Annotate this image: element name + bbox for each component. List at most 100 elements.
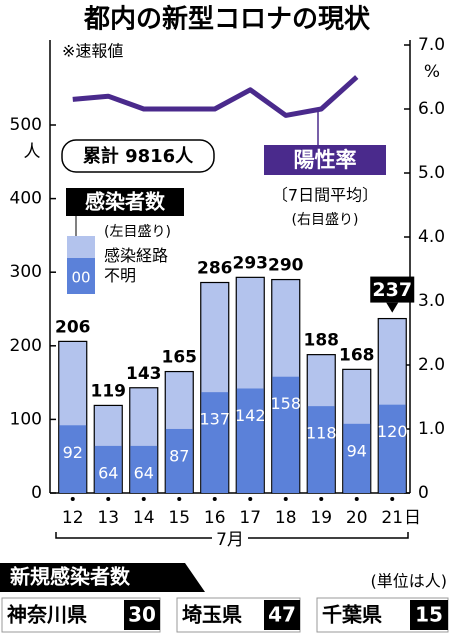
y-unit: 人: [24, 142, 41, 162]
value-label: 237: [372, 279, 412, 301]
total-box: [61, 139, 215, 173]
y-tick-label: 500: [10, 115, 42, 135]
x-tick-label: 19: [310, 508, 332, 528]
x-tick: [390, 497, 395, 501]
x-tick-label: 18: [275, 508, 297, 528]
legend-line-scale-note: (右目盛り): [292, 212, 359, 228]
y2-tick-label: 5.0: [418, 163, 445, 183]
legend-route-name: 感染経路不明: [104, 246, 169, 285]
value-label-unknown: 87: [169, 446, 189, 465]
bar-unknown: [165, 428, 193, 493]
x-unit: 日: [404, 508, 421, 528]
y-tick-label: 0: [31, 483, 42, 503]
value-label: 143: [126, 364, 162, 384]
value-label: 293: [233, 253, 269, 273]
value-label-unknown: 142: [235, 406, 266, 425]
y-tick-label: 100: [10, 409, 42, 429]
bar-unknown: [378, 404, 406, 493]
y-tick-label: 400: [10, 189, 42, 209]
x-tick: [248, 497, 253, 501]
y2-unit: %: [424, 62, 440, 82]
value-label-unknown: 118: [306, 424, 337, 443]
bar-unknown: [94, 445, 122, 493]
x-tick-label: 14: [133, 508, 155, 528]
bar-unknown: [201, 392, 229, 493]
value-label-unknown: 92: [63, 443, 83, 462]
region-name: 神奈川県: [7, 603, 87, 627]
value-label: 165: [162, 348, 198, 368]
value-label: 168: [339, 345, 375, 365]
total-text: 累計 9816人: [83, 145, 194, 167]
x-tick: [283, 497, 288, 501]
legend-line-name: 陽性率: [294, 148, 357, 172]
rate-line: [72, 75, 359, 118]
value-label-unknown: 158: [270, 394, 301, 413]
value-label: 286: [197, 259, 233, 279]
regional-title: 新規感染者数: [10, 565, 131, 589]
x-tick-label: 16: [204, 508, 226, 528]
bar-unknown: [343, 423, 371, 493]
regional-title-bg: [0, 563, 205, 592]
y2-tick-label: 4.0: [418, 227, 445, 247]
legend-sample: 00: [71, 269, 90, 287]
y2-tick-label: 6.0: [418, 99, 445, 119]
value-label: 290: [268, 256, 304, 276]
x-label: 7月: [216, 530, 244, 550]
region-value-bg: [124, 600, 160, 630]
value-label-unknown: 120: [377, 422, 408, 441]
highlight-pointer: [386, 302, 399, 313]
x-tick: [354, 497, 359, 501]
legend-scale-note: (左目盛り): [104, 224, 171, 240]
legend-swatch: [67, 258, 95, 294]
value-label: 206: [55, 317, 91, 337]
x-tick-label: 13: [97, 508, 119, 528]
bar-unknown: [307, 406, 335, 493]
y-tick-label: 200: [10, 336, 42, 356]
value-label: 188: [304, 331, 340, 351]
region-value: 47: [268, 603, 296, 627]
y2-tick-label: 2.0: [418, 355, 445, 375]
value-label-unknown: 64: [134, 463, 154, 482]
x-tick: [70, 497, 75, 501]
value-label-unknown: 137: [199, 410, 230, 429]
x-tick-label: 12: [62, 508, 84, 528]
bar-unknown: [272, 376, 300, 493]
region-name: 千葉県: [322, 603, 382, 627]
highlight-box: [370, 276, 415, 303]
x-tick: [319, 497, 324, 501]
bar-unknown: [59, 425, 87, 493]
legend-bar-name: 感染者数: [85, 190, 166, 214]
region-value: 15: [415, 603, 443, 627]
regional-unit: (単位は人): [371, 572, 448, 591]
x-tick-label: 17: [239, 508, 261, 528]
x-tick: [106, 497, 111, 501]
bar-unknown: [130, 445, 158, 493]
legend-bar-box: [66, 188, 184, 216]
y2-tick-label: 3.0: [418, 291, 445, 311]
y2-tick-label: 0: [418, 483, 429, 503]
x-tick-label: 15: [168, 508, 190, 528]
month-bg: [212, 528, 248, 550]
x-tick-label: 20: [346, 508, 368, 528]
x-tick: [212, 497, 217, 501]
value-label: 119: [91, 381, 127, 401]
y2-tick-label: 1.0: [418, 419, 445, 439]
region-value-bg: [264, 600, 300, 630]
bar-unknown: [236, 388, 264, 493]
chart-title: 都内の新型コロナの現状: [83, 4, 371, 35]
x-tick: [141, 497, 146, 501]
x-tick: [177, 497, 182, 501]
value-label-unknown: 94: [347, 441, 367, 460]
y-tick-label: 300: [10, 262, 42, 282]
legend-line-period: 〔7日間平均〕: [272, 186, 378, 205]
legend-line-box: [264, 145, 386, 175]
region-value-bg: [410, 600, 448, 630]
region-name: 埼玉県: [182, 603, 242, 627]
value-label-unknown: 64: [98, 463, 118, 482]
x-tick-label: 21: [381, 508, 403, 528]
y2-tick-label: 7.0: [418, 35, 445, 55]
note: ※速報値: [62, 42, 123, 61]
region-value: 30: [128, 603, 156, 627]
